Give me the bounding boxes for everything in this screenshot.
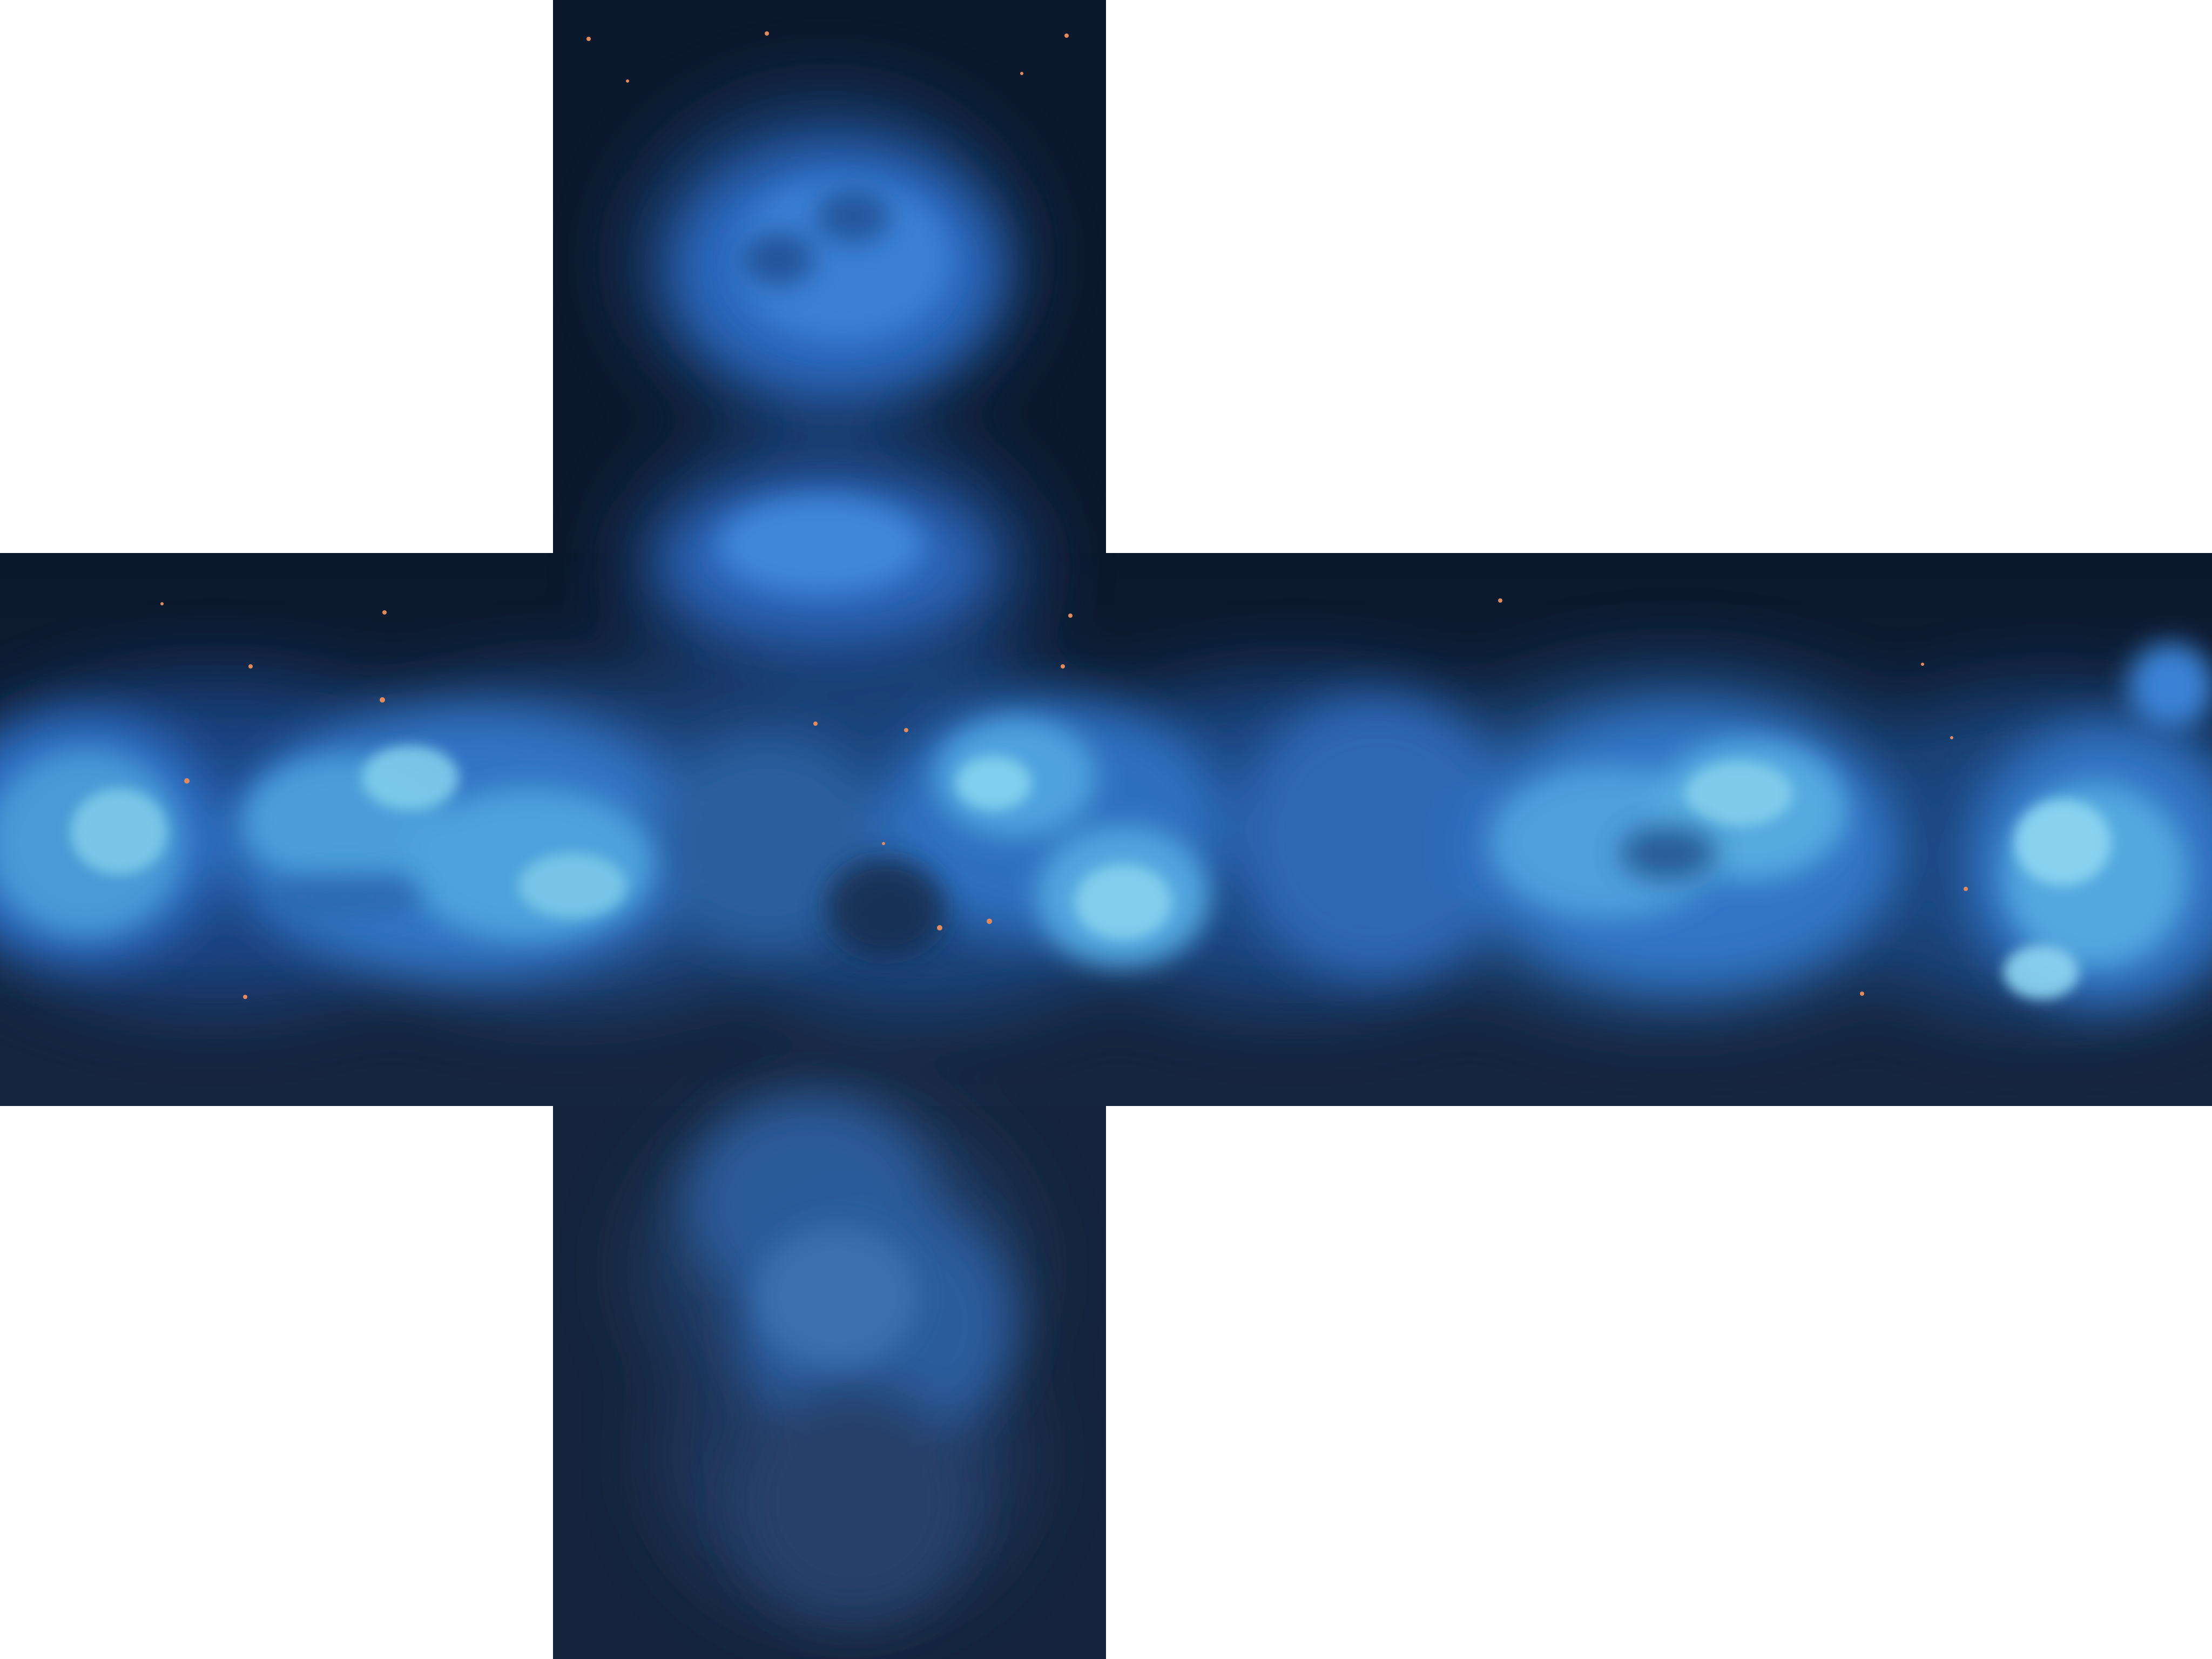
star	[813, 721, 818, 726]
star	[904, 728, 908, 732]
star	[1064, 33, 1069, 38]
star	[380, 697, 385, 703]
star	[882, 842, 885, 845]
star	[382, 610, 387, 615]
star	[987, 919, 992, 924]
star	[586, 37, 591, 41]
star	[1950, 736, 1953, 739]
star	[765, 31, 769, 36]
star	[1498, 598, 1502, 603]
star	[937, 925, 942, 930]
star	[160, 602, 164, 605]
star	[626, 79, 629, 83]
star	[1921, 663, 1924, 666]
star	[1068, 613, 1073, 618]
star	[1020, 72, 1023, 75]
star	[1964, 887, 1968, 891]
star	[1860, 992, 1864, 996]
nebula-clouds	[0, 97, 2212, 1620]
stars	[160, 31, 1968, 999]
star	[243, 995, 247, 999]
star	[184, 778, 190, 784]
star	[248, 664, 253, 669]
star	[1061, 664, 1065, 669]
